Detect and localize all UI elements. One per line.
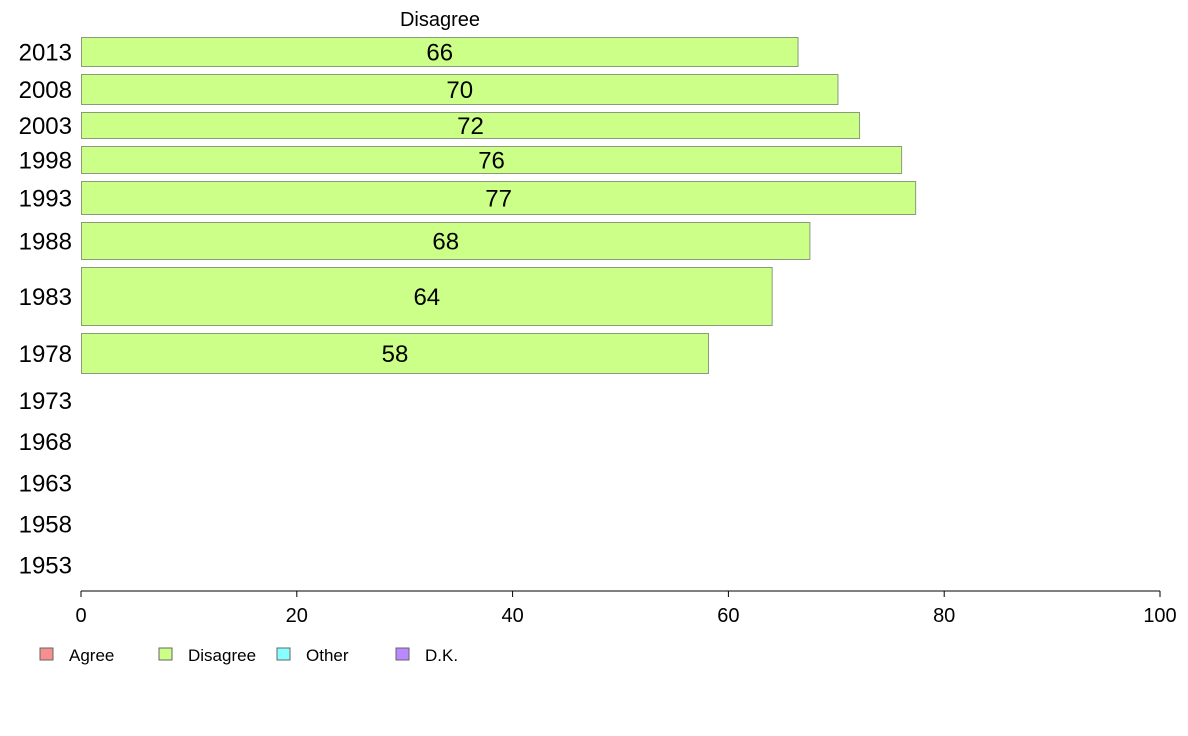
value-label-1993: 77 <box>485 186 512 213</box>
bar-2013 <box>81 37 799 67</box>
category-label-1988: 1988 <box>19 229 72 256</box>
x-tick-label-20: 20 <box>286 605 308 627</box>
bar-2008 <box>81 74 839 105</box>
category-label-1978: 1978 <box>19 341 72 368</box>
x-tick-label-0: 0 <box>75 605 86 627</box>
value-label-1978: 58 <box>382 341 409 368</box>
bar-1983 <box>81 267 773 326</box>
category-label-1983: 1983 <box>19 284 72 311</box>
category-label-1963: 1963 <box>19 471 72 498</box>
value-label-1983: 64 <box>413 284 440 311</box>
legend-label-dk: D.K. <box>425 646 458 665</box>
x-tick-label-80: 80 <box>933 605 955 627</box>
category-label-2008: 2008 <box>19 77 72 104</box>
legend-label-disagree: Disagree <box>188 646 256 665</box>
category-label-1958: 1958 <box>19 512 72 539</box>
legend-swatch-dk <box>395 647 410 661</box>
value-label-2008: 70 <box>446 77 473 104</box>
bars-group: 66 70 72 76 77 68 64 58 <box>81 37 917 374</box>
chart-title: Disagree <box>400 9 480 31</box>
legend-swatch-disagree <box>158 647 173 661</box>
bar-1998 <box>81 146 903 174</box>
value-label-2003: 72 <box>457 113 484 140</box>
category-label-1998: 1998 <box>19 148 72 175</box>
x-tick-label-60: 60 <box>717 605 739 627</box>
legend-swatch-other <box>276 647 291 661</box>
value-label-1988: 68 <box>432 229 459 256</box>
x-axis: 0 20 40 60 80 100 <box>75 590 1177 627</box>
category-label-2013: 2013 <box>19 40 72 67</box>
category-label-1953: 1953 <box>19 553 72 580</box>
category-label-1973: 1973 <box>19 388 72 415</box>
category-label-2003: 2003 <box>19 113 72 140</box>
value-label-2013: 66 <box>426 40 453 67</box>
x-tick-label-100: 100 <box>1143 605 1176 627</box>
x-tick-label-40: 40 <box>501 605 523 627</box>
bar-1988 <box>81 222 811 260</box>
bar-2003 <box>81 112 861 139</box>
legend: Agree Disagree Other D.K. <box>39 646 458 665</box>
legend-label-other: Other <box>306 646 349 665</box>
legend-label-agree: Agree <box>69 646 114 665</box>
legend-swatch-agree <box>39 647 54 661</box>
category-labels: 2013 2008 2003 1998 1993 1988 1983 1978 1973 1968… <box>19 40 72 580</box>
category-label-1993: 1993 <box>19 186 72 213</box>
bar-1993 <box>81 181 917 215</box>
value-label-1998: 76 <box>478 148 505 175</box>
bar-1978 <box>81 333 709 374</box>
category-label-1968: 1968 <box>19 429 72 456</box>
